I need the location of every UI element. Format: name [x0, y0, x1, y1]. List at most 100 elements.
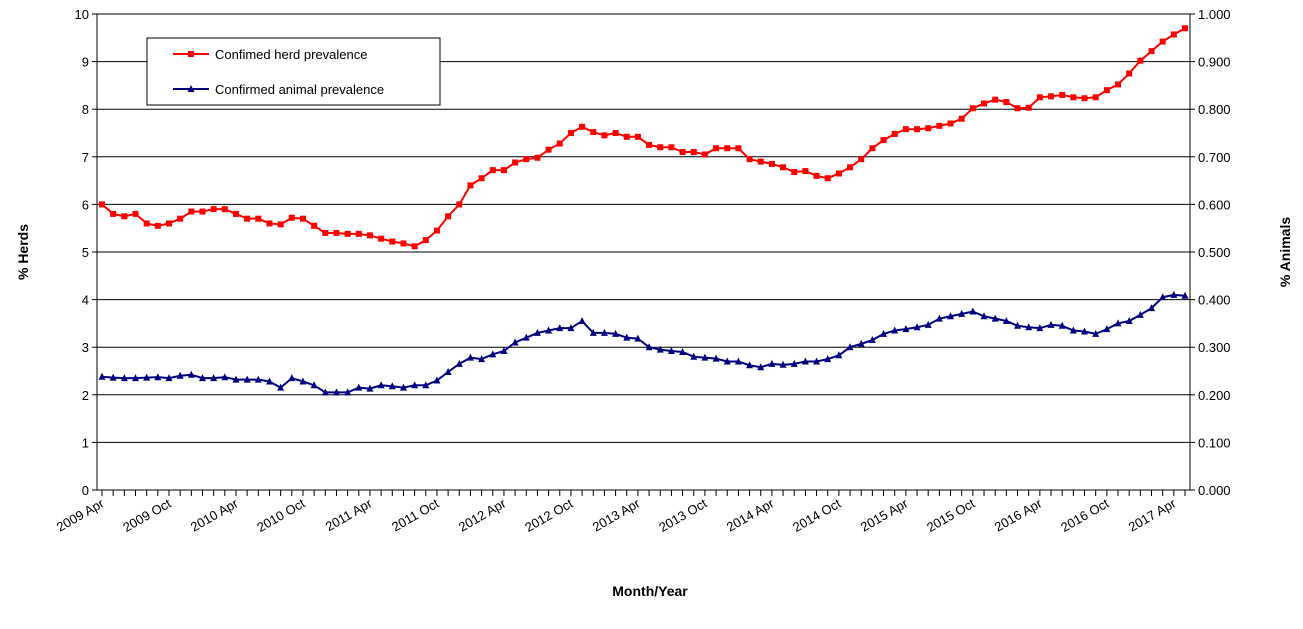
- y2-tick-label: 0.300: [1198, 340, 1231, 355]
- marker: [1025, 323, 1033, 331]
- x-tick-label: 2012 Apr: [456, 495, 509, 534]
- marker: [311, 222, 318, 229]
- marker: [723, 357, 731, 365]
- marker: [1081, 327, 1089, 335]
- marker: [455, 359, 463, 367]
- marker: [1003, 99, 1010, 106]
- marker: [378, 235, 385, 242]
- y2-tick-label: 1.000: [1198, 7, 1231, 22]
- marker: [835, 351, 843, 359]
- marker: [523, 156, 530, 163]
- marker: [646, 141, 653, 148]
- marker: [645, 343, 653, 351]
- marker: [399, 383, 407, 391]
- marker: [724, 145, 731, 152]
- marker: [1115, 81, 1122, 88]
- marker: [411, 243, 418, 250]
- marker: [880, 329, 888, 337]
- marker: [1014, 105, 1021, 112]
- marker: [332, 388, 340, 396]
- marker: [1126, 70, 1133, 77]
- marker: [1014, 321, 1022, 329]
- marker: [366, 232, 373, 239]
- marker: [545, 146, 552, 153]
- marker: [1103, 325, 1111, 333]
- marker: [601, 132, 608, 139]
- x-tick-label: 2013 Oct: [656, 495, 710, 535]
- y2-tick-label: 0.500: [1198, 245, 1231, 260]
- marker: [165, 374, 173, 382]
- marker: [333, 229, 340, 236]
- marker: [355, 383, 363, 391]
- marker: [288, 214, 295, 221]
- marker: [1025, 104, 1032, 111]
- x-axis-title: Month/Year: [612, 583, 688, 599]
- marker: [1137, 57, 1144, 64]
- marker: [768, 160, 775, 167]
- x-tick-label: 2017 Apr: [1126, 495, 1179, 534]
- y-tick-label: 4: [82, 293, 89, 308]
- marker: [165, 220, 172, 227]
- marker: [858, 156, 865, 163]
- marker: [131, 374, 139, 382]
- marker: [590, 129, 597, 136]
- y-tick-label: 8: [82, 102, 89, 117]
- marker: [936, 122, 943, 129]
- marker: [478, 175, 485, 182]
- legend-label: Confirmed animal prevalence: [215, 82, 384, 97]
- marker: [1092, 329, 1100, 337]
- marker: [958, 309, 966, 317]
- marker: [734, 357, 742, 365]
- marker: [433, 227, 440, 234]
- marker: [522, 333, 530, 341]
- x-tick-label: 2015 Apr: [858, 495, 911, 534]
- marker: [511, 338, 519, 346]
- marker: [947, 312, 955, 320]
- marker: [98, 372, 106, 380]
- marker: [790, 359, 798, 367]
- marker: [969, 105, 976, 112]
- marker: [422, 237, 429, 244]
- marker: [1159, 38, 1166, 45]
- marker: [322, 229, 329, 236]
- marker: [277, 383, 285, 391]
- marker: [991, 314, 999, 322]
- y-tick-label: 0: [82, 483, 89, 498]
- marker: [1125, 317, 1133, 325]
- marker: [388, 382, 396, 390]
- marker: [1181, 291, 1189, 299]
- marker: [623, 133, 630, 140]
- marker: [824, 355, 832, 363]
- marker: [657, 144, 664, 151]
- marker: [1103, 87, 1110, 94]
- marker: [1002, 317, 1010, 325]
- marker: [110, 210, 117, 217]
- marker: [701, 353, 709, 361]
- marker: [109, 373, 117, 381]
- y-axis-title: % Herds: [15, 224, 31, 280]
- marker: [1059, 91, 1066, 98]
- marker: [321, 388, 329, 396]
- marker: [925, 125, 932, 132]
- marker: [835, 170, 842, 177]
- legend-marker: [188, 51, 194, 57]
- marker: [600, 328, 608, 336]
- x-tick-label: 2016 Apr: [992, 495, 1045, 534]
- legend-label: Confimed herd prevalence: [215, 47, 367, 62]
- marker: [187, 370, 195, 378]
- marker: [232, 375, 240, 383]
- marker: [143, 220, 150, 227]
- marker: [489, 167, 496, 174]
- marker: [534, 154, 541, 161]
- marker: [344, 388, 352, 396]
- y-tick-label: 6: [82, 197, 89, 212]
- marker: [512, 159, 519, 166]
- marker: [154, 222, 161, 229]
- marker: [466, 353, 474, 361]
- marker: [489, 350, 497, 358]
- marker: [857, 339, 865, 347]
- marker: [913, 323, 921, 331]
- marker: [701, 151, 708, 158]
- marker: [969, 307, 977, 315]
- marker: [277, 221, 284, 228]
